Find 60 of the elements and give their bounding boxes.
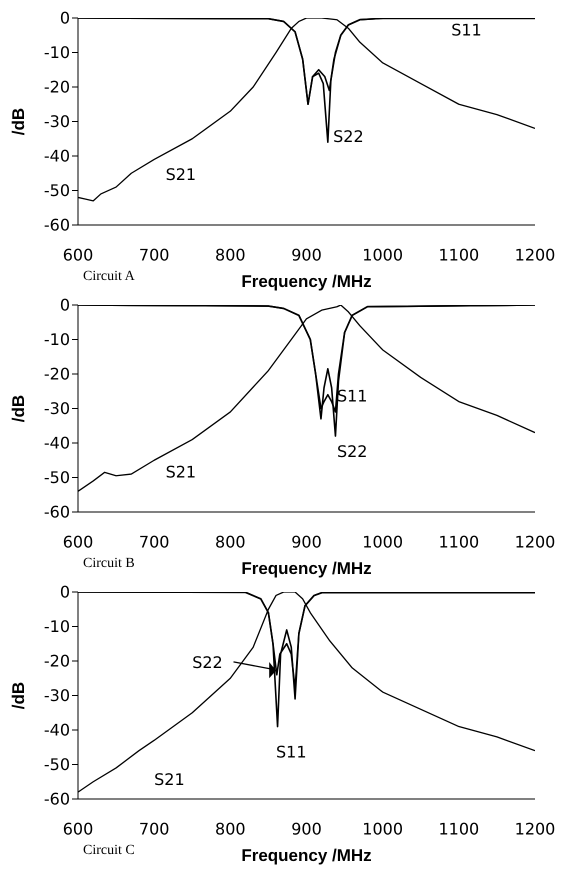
series-label: S22 <box>336 442 368 461</box>
x-tick-label: 1100 <box>438 532 480 552</box>
y-tick-label: -50 <box>44 755 70 774</box>
series-label: S22 <box>333 127 364 146</box>
y-tick-label: -60 <box>44 216 70 235</box>
text: Circuit A <box>83 269 135 285</box>
x-tick-label: 700 <box>138 819 170 838</box>
x-tick-label: 600 <box>62 245 94 264</box>
legend-label: S22 <box>192 652 223 672</box>
x-axis-title: Frequency /MHz <box>241 559 372 578</box>
y-tick-label: -40 <box>44 146 70 166</box>
x-tick-label: 1000 <box>362 819 404 838</box>
y-tick-label: -10 <box>44 617 70 636</box>
x-tick-label: 700 <box>138 245 170 264</box>
y-tick-label: 0 <box>60 296 70 315</box>
x-tick-label: 800 <box>215 245 246 264</box>
y-tick-label: -50 <box>44 181 70 200</box>
y-tick-label: 0 <box>60 582 70 602</box>
x-tick-label: 600 <box>62 532 94 552</box>
y-tick-label: -60 <box>44 502 70 522</box>
series-label: S11 <box>276 742 307 762</box>
x-tick-label: 900 <box>291 532 322 552</box>
y-axis-title: /dB <box>9 108 28 136</box>
y-tick-label: -30 <box>44 686 70 706</box>
y-tick-label: -20 <box>44 652 70 671</box>
x-tick-label: 600 <box>62 819 94 838</box>
y-axis-title: /dB <box>9 394 28 422</box>
y-tick-label: -50 <box>44 468 70 488</box>
series-label: S11 <box>451 20 482 40</box>
y-tick-label: -30 <box>44 112 70 132</box>
x-tick-label: 1000 <box>362 245 404 264</box>
series-label: S21 <box>166 165 196 184</box>
x-tick-label: 1200 <box>514 245 556 264</box>
x-tick-label: 900 <box>291 245 322 264</box>
series-label: S21 <box>154 770 185 790</box>
y-tick-label: -20 <box>44 78 70 97</box>
y-tick-label: -30 <box>44 399 70 418</box>
x-tick-label: 1000 <box>362 532 404 552</box>
y-tick-label: -60 <box>44 790 70 809</box>
x-axis-title: Frequency /MHz <box>241 846 372 865</box>
x-tick-label: 1200 <box>514 532 556 552</box>
y-tick-label: -10 <box>44 330 70 350</box>
y-tick-label: -40 <box>44 720 70 740</box>
x-tick-label: 1200 <box>514 819 556 838</box>
x-tick-label: 1100 <box>438 245 480 264</box>
y-tick-label: -20 <box>44 364 70 384</box>
y-tick-label: -10 <box>44 43 70 62</box>
x-tick-label: 1100 <box>438 819 480 838</box>
x-tick-label: 800 <box>215 532 246 552</box>
text: Circuit C <box>83 843 135 859</box>
x-tick-label: 800 <box>215 819 246 838</box>
series-label: S21 <box>166 462 196 482</box>
y-tick-label: -40 <box>44 434 70 453</box>
x-tick-label: 900 <box>291 819 322 838</box>
y-axis-title: /dB <box>9 682 28 710</box>
y-tick-label: 0 <box>60 8 70 28</box>
series-label: S11 <box>336 386 368 406</box>
x-axis-title: Frequency /MHz <box>241 272 372 291</box>
x-tick-label: 700 <box>138 532 170 552</box>
text: Circuit B <box>83 556 135 572</box>
